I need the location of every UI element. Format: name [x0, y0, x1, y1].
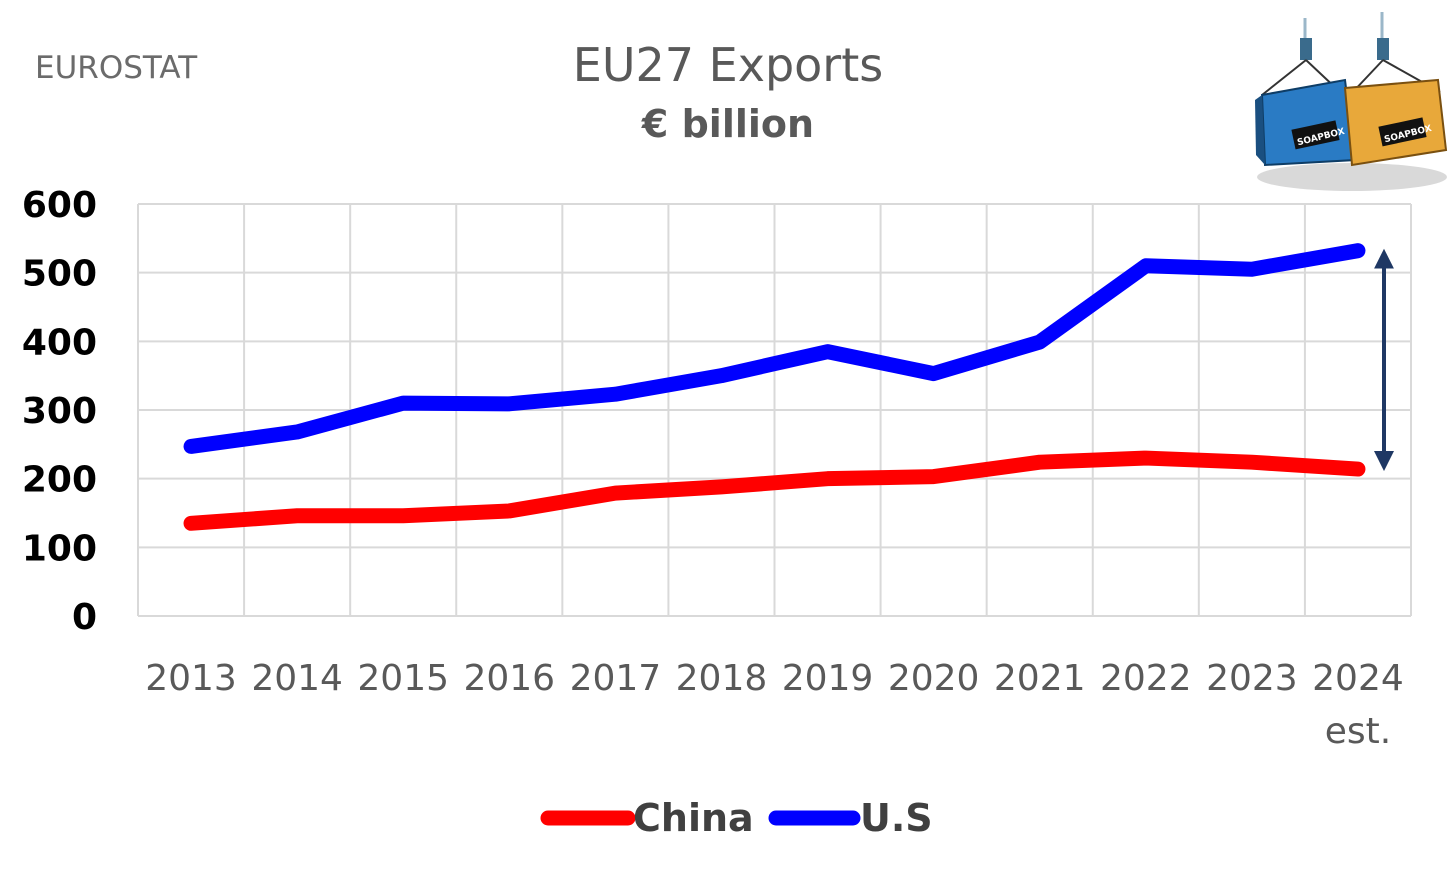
- legend-label: China: [633, 796, 754, 840]
- y-axis-ticks: 0 100 200 300 400 500 600: [22, 185, 97, 638]
- x-tick-label: 2020: [888, 658, 980, 699]
- x-tick-label: 2023: [1206, 658, 1298, 699]
- x-tick-label: 2015: [357, 658, 449, 699]
- x-axis-ticks: 2013 2014 2015 2016 2017 2018 2019 2020 2021 2022…: [145, 658, 1404, 752]
- legend-label: U.S: [860, 796, 933, 840]
- series-line-china: [183, 450, 1366, 531]
- series-lines: [183, 243, 1366, 531]
- y-tick-label: 500: [22, 254, 97, 295]
- soapbox-logo: SOAPBOX SOAPBOX: [1255, 12, 1448, 191]
- y-tick-label: 300: [22, 391, 97, 432]
- x-tick-label: 2022: [1100, 658, 1192, 699]
- source-label: EUROSTAT: [35, 50, 198, 86]
- y-tick-label: 600: [22, 185, 97, 226]
- legend: China U.S: [540, 796, 933, 840]
- y-tick-label: 400: [22, 322, 97, 363]
- y-tick-label: 0: [72, 597, 97, 638]
- x-tick-label: 2024: [1312, 658, 1404, 699]
- x-tick-label: 2021: [994, 658, 1086, 699]
- x-tick-label: 2017: [570, 658, 662, 699]
- y-tick-label: 200: [22, 460, 97, 501]
- x-tick-label: 2014: [251, 658, 343, 699]
- y-tick-label: 100: [22, 528, 97, 569]
- x-tick-label: 2019: [782, 658, 874, 699]
- chart-title: EU27 Exports: [572, 38, 884, 92]
- x-tick-label: 2013: [145, 658, 237, 699]
- chart-subtitle: € billion: [641, 102, 815, 146]
- x-tick-label: 2018: [676, 658, 768, 699]
- x-tick-sublabel: est.: [1325, 711, 1391, 752]
- gridlines: [137, 203, 1412, 617]
- series-line-u-s: [183, 243, 1366, 454]
- x-tick-label: 2016: [463, 658, 555, 699]
